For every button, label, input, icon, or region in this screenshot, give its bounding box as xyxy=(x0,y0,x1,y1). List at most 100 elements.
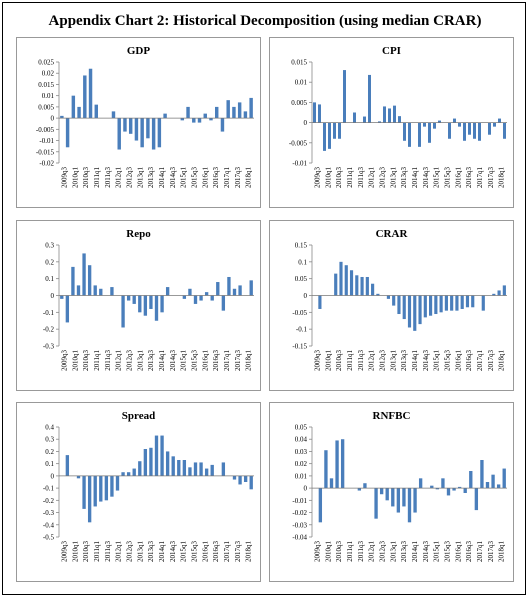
bar xyxy=(160,435,164,476)
x-tick-label: 2017q3 xyxy=(487,350,495,372)
bar xyxy=(418,478,423,489)
bar xyxy=(502,285,506,296)
x-tick-label: 2016q3 xyxy=(212,167,220,189)
bar xyxy=(493,122,496,127)
bar xyxy=(163,113,167,119)
y-tick-label: 0.005 xyxy=(291,99,307,107)
bar xyxy=(149,447,153,476)
bar xyxy=(138,461,142,476)
x-tick-label: 2009q3 xyxy=(60,541,68,563)
x-tick-label: 2016q3 xyxy=(465,167,473,189)
bar xyxy=(480,460,484,489)
bar xyxy=(378,121,381,123)
x-tick-label: 2012q3 xyxy=(125,167,133,189)
bar xyxy=(143,449,148,476)
y-tick-label: -0.03 xyxy=(292,521,307,529)
y-tick-label: -0.05 xyxy=(292,309,307,317)
y-tick-label: -0.02 xyxy=(39,160,54,168)
bar xyxy=(328,122,331,149)
bar xyxy=(165,451,170,476)
x-tick-label: 2013q3 xyxy=(400,167,408,189)
x-tick-label: 2013q1 xyxy=(389,541,397,563)
bar xyxy=(333,122,336,139)
y-tick-label: 0.03 xyxy=(295,448,308,456)
bar xyxy=(407,488,412,523)
bar xyxy=(388,108,391,123)
bar xyxy=(186,106,190,119)
bar xyxy=(403,122,406,141)
bar xyxy=(238,285,242,296)
y-tick-label: 0.04 xyxy=(295,436,308,444)
bar xyxy=(151,118,156,150)
bar xyxy=(413,295,417,331)
bar xyxy=(65,455,70,476)
x-tick-label: 2018q1 xyxy=(498,541,506,563)
x-tick-label: 2013q1 xyxy=(389,350,397,372)
bar xyxy=(197,118,202,123)
bar xyxy=(232,106,236,119)
y-tick-label: 0.005 xyxy=(38,103,54,111)
x-tick-label: 2013q3 xyxy=(147,167,155,189)
bar xyxy=(474,488,479,511)
bar xyxy=(238,475,242,485)
bar xyxy=(428,122,431,143)
bar xyxy=(132,295,136,304)
y-tick-label: -0.01 xyxy=(292,160,307,168)
bar xyxy=(357,488,362,491)
x-tick-label: 2015q3 xyxy=(190,541,198,563)
bar xyxy=(93,285,97,296)
bar xyxy=(203,113,207,119)
x-tick-label: 2010q1 xyxy=(324,167,332,189)
x-tick-label: 2016q1 xyxy=(201,350,209,372)
x-tick-label: 2016q1 xyxy=(454,350,462,372)
bar xyxy=(339,261,343,296)
y-tick-label: 0 xyxy=(304,292,308,300)
x-tick-label: 2015q1 xyxy=(433,167,441,189)
bar xyxy=(365,276,369,296)
x-tick-label: 2018q1 xyxy=(245,167,253,189)
bar xyxy=(188,467,192,476)
bar xyxy=(221,462,226,476)
x-tick-label: 2016q3 xyxy=(212,350,220,372)
bar xyxy=(232,475,237,480)
bar xyxy=(237,102,242,119)
x-tick-label: 2017q1 xyxy=(476,541,484,563)
y-tick-label: 0.1 xyxy=(45,460,54,468)
x-tick-label: 2011q3 xyxy=(357,350,365,371)
x-tick-label: 2015q3 xyxy=(190,350,198,372)
bar xyxy=(249,97,253,119)
x-tick-label: 2013q3 xyxy=(147,350,155,372)
bar xyxy=(423,122,426,127)
x-tick-label: 2014q3 xyxy=(422,541,430,563)
x-tick-label: 2010q1 xyxy=(71,541,79,563)
x-tick-label: 2012q3 xyxy=(378,167,386,189)
bar xyxy=(441,478,445,489)
bar xyxy=(418,122,421,147)
bar xyxy=(374,488,378,519)
bar xyxy=(123,118,127,132)
bar xyxy=(88,68,93,119)
y-tick-label: 0.01 xyxy=(295,472,308,480)
bar xyxy=(143,295,148,316)
bar xyxy=(93,475,97,507)
y-tick-label: -0.3 xyxy=(43,509,55,517)
bar xyxy=(82,253,86,296)
bar xyxy=(138,295,142,313)
bar xyxy=(221,295,226,311)
bar xyxy=(128,118,133,134)
bar xyxy=(232,288,237,296)
x-tick-label: 2015q1 xyxy=(180,167,188,189)
bar xyxy=(121,295,125,328)
chart-panel-crar: CRAR -0.15 -0.1 -0.05 0 0.05 0.1 0.15 2009q3 2010… xyxy=(269,220,514,391)
y-tick-label: -0.04 xyxy=(292,534,307,542)
x-tick-label: 2015q3 xyxy=(443,167,451,189)
bar xyxy=(488,122,491,135)
y-tick-label: 0.3 xyxy=(45,242,54,250)
y-tick-label: -0.1 xyxy=(43,485,55,493)
bar xyxy=(473,122,476,139)
bar xyxy=(132,468,136,476)
bar xyxy=(355,275,359,296)
y-tick-label: 0.05 xyxy=(295,275,308,283)
